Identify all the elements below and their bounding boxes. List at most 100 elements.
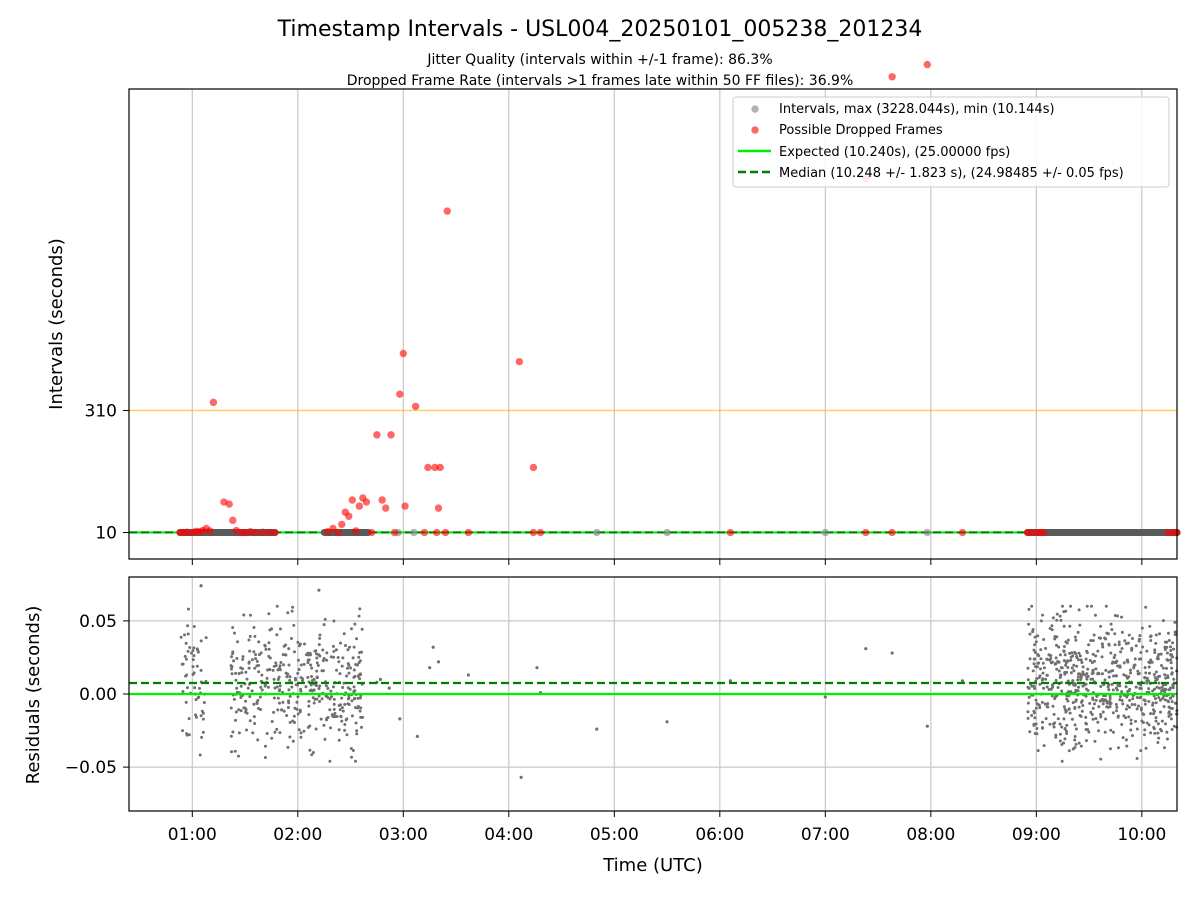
intervals-y-axis-label: Intervals (seconds) — [46, 238, 67, 410]
residual-point — [347, 671, 351, 675]
residual-point — [1173, 701, 1177, 705]
dropped-frame-point — [434, 504, 443, 512]
residual-point — [1162, 704, 1166, 708]
residual-point — [1085, 677, 1089, 681]
residual-point — [1084, 694, 1088, 698]
residual-point — [338, 672, 342, 676]
residual-point — [1135, 727, 1139, 731]
residual-point — [1149, 712, 1153, 716]
residual-point — [1170, 672, 1174, 676]
residual-point — [1117, 643, 1121, 647]
residual-point — [186, 649, 190, 653]
residual-point — [267, 668, 271, 672]
residual-point — [312, 701, 316, 705]
residual-point — [823, 695, 827, 699]
residual-point — [1105, 705, 1109, 709]
residual-point — [1034, 722, 1038, 726]
residual-point — [1124, 738, 1128, 742]
residual-point — [296, 695, 300, 699]
residual-point — [1042, 637, 1046, 641]
residual-point — [1042, 686, 1046, 690]
residual-point — [247, 661, 251, 665]
residual-point — [351, 749, 355, 753]
residual-point — [239, 709, 243, 713]
residual-point — [1084, 722, 1088, 726]
residual-point — [310, 674, 314, 678]
residual-point — [1032, 662, 1036, 666]
residual-point — [357, 673, 361, 677]
residual-point — [1156, 741, 1160, 745]
residual-point — [1071, 701, 1075, 705]
residual-point — [1062, 649, 1066, 653]
residual-point — [1065, 723, 1069, 727]
residual-point — [1073, 723, 1077, 727]
residual-point — [1081, 665, 1085, 669]
residual-point — [1081, 703, 1085, 707]
residual-point — [352, 675, 356, 679]
residual-point — [291, 719, 295, 723]
residual-point — [1156, 731, 1160, 735]
x-tick-label: 09:00 — [1012, 825, 1061, 845]
residual-point — [282, 709, 286, 713]
residual-point — [1153, 675, 1157, 679]
residual-point — [1097, 636, 1101, 640]
residual-point — [181, 690, 185, 694]
residual-point — [318, 636, 322, 640]
residual-point — [336, 656, 340, 660]
residual-point — [191, 665, 195, 669]
residual-point — [1140, 626, 1144, 630]
residual-point — [1116, 746, 1120, 750]
residual-point — [1081, 670, 1085, 674]
residual-point — [331, 644, 335, 648]
residual-point — [1060, 759, 1064, 763]
residual-point — [252, 702, 256, 706]
residual-point — [356, 696, 360, 700]
residual-point — [343, 723, 347, 727]
residual-point — [297, 667, 301, 671]
residual-point — [1144, 671, 1148, 675]
residual-point — [1058, 739, 1062, 743]
residual-point — [1149, 658, 1153, 662]
residual-point — [960, 679, 965, 683]
dropped-frame-point — [373, 431, 381, 439]
residual-point — [1065, 732, 1069, 736]
residual-point — [1128, 668, 1132, 672]
residual-point — [199, 639, 203, 643]
residual-point — [308, 748, 312, 752]
residual-point — [231, 650, 235, 654]
residual-point — [1091, 717, 1095, 721]
residual-point — [337, 660, 341, 664]
residual-point — [1141, 712, 1145, 716]
residual-point — [276, 696, 280, 700]
residual-point — [1071, 654, 1075, 658]
residual-point — [1032, 648, 1036, 652]
x-tick-label: 02:00 — [273, 825, 322, 845]
residual-point — [248, 613, 252, 617]
residual-point — [346, 648, 350, 652]
residual-point — [234, 678, 238, 682]
residual-point — [288, 678, 292, 682]
residual-point — [1090, 713, 1094, 717]
residual-point — [1173, 633, 1177, 637]
residual-point — [360, 627, 364, 631]
residual-point — [535, 666, 539, 670]
residual-point — [1169, 713, 1173, 717]
residual-point — [1047, 687, 1051, 691]
residual-point — [1116, 664, 1120, 668]
residual-point — [278, 627, 282, 631]
residual-point — [1049, 687, 1053, 691]
residual-point — [359, 725, 363, 729]
residual-point — [255, 700, 259, 704]
residual-point — [1097, 672, 1101, 676]
x-tick-label: 01:00 — [168, 825, 217, 845]
residual-point — [1157, 681, 1161, 685]
residual-point — [1031, 669, 1035, 673]
intervals-x-ticks — [191, 559, 1143, 565]
residual-point — [1093, 739, 1097, 743]
legend-frame — [732, 96, 1170, 188]
residual-point — [1120, 690, 1124, 694]
residual-point — [276, 708, 280, 712]
residual-point — [355, 729, 359, 733]
residual-point — [466, 673, 470, 677]
residual-point — [1127, 715, 1131, 719]
